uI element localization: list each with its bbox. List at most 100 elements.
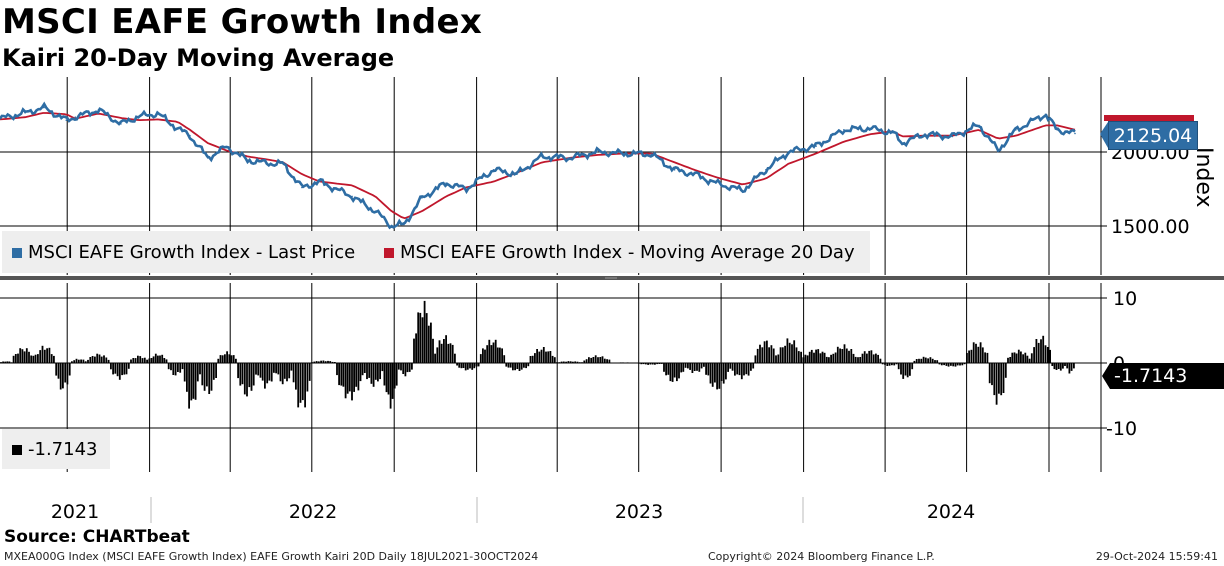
kairi-daily-bar (1040, 339, 1042, 363)
kairi-daily-bar (14, 354, 17, 363)
kairi-daily-bar (684, 363, 687, 368)
kairi-daily-bar (357, 363, 360, 391)
kairi-daily-bar (28, 351, 30, 363)
kairi-daily-bar (374, 363, 377, 380)
kairi-daily-bar (492, 342, 495, 363)
kairi-bar-50 (1066, 363, 1075, 374)
kairi-daily-bar (588, 357, 590, 363)
kairi-daily-bar (1007, 357, 1009, 363)
kairi-daily-bar (125, 363, 128, 375)
kairi-daily-bar (520, 363, 523, 370)
kairi-daily-bar (977, 346, 980, 363)
kairi-daily-bar (496, 347, 499, 363)
kairi-daily-bar (647, 363, 649, 365)
kairi-daily-bar (322, 360, 325, 363)
kairi-bar-40 (857, 350, 882, 363)
kairi-daily-bar (839, 348, 841, 363)
kairi-daily-bar (1073, 363, 1075, 369)
kairi-daily-bar (795, 347, 798, 363)
kairi-bar-41 (881, 363, 898, 366)
kairi-daily-bar (727, 363, 729, 372)
kairi-daily-bar (545, 351, 547, 363)
price-point-43 (923, 133, 926, 135)
kairi-daily-bar (991, 363, 993, 386)
kairi-daily-bar (667, 363, 670, 375)
kairi-bar-43 (913, 356, 939, 363)
kairi-daily-bar (963, 363, 966, 365)
kairi-bar-33 (684, 363, 705, 373)
kairi-daily-bar (43, 349, 46, 363)
kairi-daily-bar (893, 363, 896, 366)
kairi-daily-bar (1004, 363, 1007, 378)
kairi-daily-bar (1022, 354, 1024, 363)
kairi-daily-bar (567, 361, 570, 363)
kairi-daily-bar (909, 363, 911, 376)
kairi-daily-bar (938, 363, 941, 365)
kairi-daily-bar (290, 363, 293, 371)
legend-swatch-kairi (12, 444, 22, 455)
kairi-daily-bar (430, 322, 432, 363)
price-point-34 (715, 182, 717, 184)
kairi-daily-bar (759, 344, 761, 363)
kairi-daily-bar (59, 363, 62, 390)
kairi-daily-bar (817, 349, 820, 363)
legend-item-kairi: -1.7143 (12, 439, 97, 460)
kairi-daily-bar (277, 363, 280, 375)
kairi-daily-bar (1066, 363, 1069, 369)
kairi-bar-48 (1030, 335, 1051, 363)
price-point-32 (673, 169, 676, 171)
kairi-daily-bar (984, 352, 986, 363)
y-axis-title: Index (1191, 147, 1216, 208)
kairi-daily-bar (743, 363, 745, 376)
price-point-40 (869, 127, 871, 130)
kairi-bar-8 (148, 353, 168, 363)
price-point-25 (492, 169, 495, 171)
kairi-daily-bar (918, 358, 920, 363)
kairi-daily-bar (419, 312, 422, 363)
kairi-daily-bar (594, 355, 597, 363)
kairi-daily-bar (738, 363, 741, 376)
kairi-daily-bar (161, 354, 164, 363)
kairi-daily-bar (366, 363, 368, 380)
kairi-daily-bar (436, 347, 439, 363)
kairi-bar-45 (966, 342, 989, 363)
kairi-daily-bar (718, 363, 721, 389)
kairi-daily-bar (551, 355, 554, 363)
kairi-bar-2 (34, 345, 55, 363)
kairi-bar-26 (505, 363, 530, 371)
kairi-daily-bar (41, 345, 44, 363)
x-year-label-2024: 2024 (927, 501, 975, 523)
kairi-daily-bar (393, 363, 396, 389)
kairi-daily-bar (988, 363, 991, 384)
kairi-daily-bar (55, 363, 58, 376)
kairi-bar-22 (413, 300, 434, 363)
kairi-daily-bar (900, 363, 902, 375)
kairi-daily-bar (402, 363, 405, 374)
kairi-daily-bar (39, 350, 42, 363)
kairi-daily-bar (722, 363, 725, 384)
kairi-daily-bar (1009, 357, 1012, 363)
kairi-daily-bar (116, 363, 119, 377)
kairi-daily-bar (906, 363, 909, 378)
kairi-daily-bar (1028, 358, 1031, 363)
kairi-daily-bar (576, 361, 579, 363)
kairi-daily-bar (408, 363, 411, 372)
kairi-daily-bar (781, 347, 784, 363)
kairi-daily-bar (137, 355, 139, 363)
kairi-daily-bar (592, 357, 595, 363)
kairi-daily-bar (1033, 347, 1035, 363)
kairi-daily-bar (248, 363, 251, 388)
price-panel (0, 101, 1076, 230)
kairi-daily-bar (775, 355, 777, 363)
kairi-daily-bar (972, 342, 975, 363)
kairi-daily-bar (779, 347, 782, 363)
last-price-line (0, 101, 1076, 230)
price-point-49 (1056, 129, 1058, 131)
axis-layer: 2000.001500.00Index100-10202120222023202… (0, 77, 1224, 523)
kairi-daily-bar (308, 363, 311, 381)
kairi-daily-bar (6, 361, 9, 363)
kairi-daily-bar (931, 358, 934, 363)
kairi-daily-bar (329, 361, 332, 363)
kairi-daily-bar (841, 349, 844, 363)
kairi-daily-bar (250, 363, 253, 391)
